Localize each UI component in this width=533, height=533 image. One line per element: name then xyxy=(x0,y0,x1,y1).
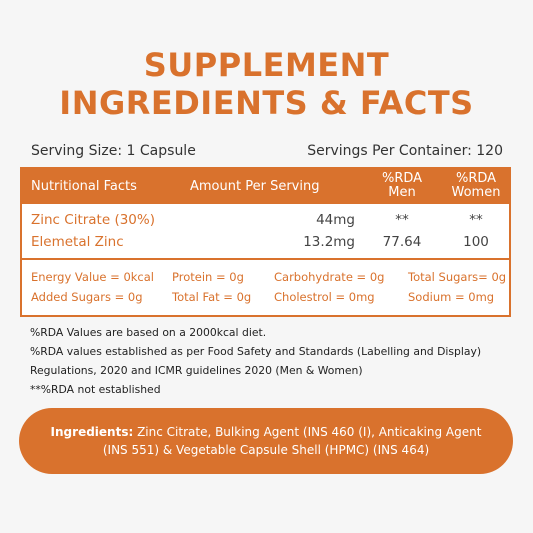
nutrient-sodium: Sodium = 0mg xyxy=(408,290,495,304)
nutrient-added-sugars: Added Sugars = 0g xyxy=(31,290,143,304)
footnote-line: %RDA Values are based on a 2000kcal diet… xyxy=(30,326,267,339)
table-row: Elemetal Zinc 13.2mg 77.64 100 xyxy=(22,234,509,254)
nutrient-carbohydrate: Carbohydrate = 0g xyxy=(274,270,385,284)
nutrient-values: Energy Value = 0kcal Protein = 0g Carboh… xyxy=(22,260,509,315)
row-name: Elemetal Zinc xyxy=(31,234,124,250)
footnote-line: Regulations, 2020 and ICMR guidelines 20… xyxy=(30,364,363,377)
ingredients-text-block: Ingredients: Zinc Citrate, Bulking Agent… xyxy=(37,423,495,459)
ingredient-rows: Zinc Citrate (30%) 44mg ** ** Elemetal Z… xyxy=(22,204,509,258)
serving-size: Serving Size: 1 Capsule xyxy=(31,143,196,159)
nutrient-total-sugars: Total Sugars= 0g xyxy=(408,270,507,284)
header-rda-women: %RDA Women xyxy=(446,172,506,200)
nutrient-total-fat: Total Fat = 0g xyxy=(172,290,252,304)
facts-table: Nutritional Facts Amount Per Serving %RD… xyxy=(20,167,511,317)
ingredients-label: Ingredients: xyxy=(50,425,134,439)
header-amount-per-serving: Amount Per Serving xyxy=(190,179,320,194)
row-name: Zinc Citrate (30%) xyxy=(31,212,155,228)
row-rda-women: 100 xyxy=(463,234,489,250)
title-line-2: INGREDIENTS & FACTS xyxy=(59,84,474,122)
footnotes: %RDA Values are based on a 2000kcal diet… xyxy=(30,323,510,399)
row-amount: 44mg xyxy=(316,212,355,228)
table-row: Zinc Citrate (30%) 44mg ** ** xyxy=(22,212,509,232)
ingredients-list: Zinc Citrate, Bulking Agent (INS 460 (I)… xyxy=(102,425,482,457)
header-rda-men: %RDA Men xyxy=(378,172,426,200)
page-title: SUPPLEMENT INGREDIENTS & FACTS xyxy=(0,46,533,122)
row-rda-women: ** xyxy=(469,212,483,228)
nutrient-protein: Protein = 0g xyxy=(172,270,244,284)
nutrient-energy: Energy Value = 0kcal xyxy=(31,270,154,284)
servings-per-container: Servings Per Container: 120 xyxy=(307,143,503,159)
footnote-line: %RDA values established as per Food Safe… xyxy=(30,345,482,358)
row-rda-men: ** xyxy=(395,212,409,228)
row-amount: 13.2mg xyxy=(303,234,355,250)
facts-table-header: Nutritional Facts Amount Per Serving %RD… xyxy=(22,169,509,204)
footnote-line: **%RDA not established xyxy=(30,383,161,396)
header-rda-men-line1: %RDA xyxy=(381,171,423,186)
header-rda-men-line2: Men xyxy=(388,185,416,200)
header-nutritional-facts: Nutritional Facts xyxy=(31,179,137,194)
ingredients-banner: Ingredients: Zinc Citrate, Bulking Agent… xyxy=(19,408,513,474)
table-divider xyxy=(22,258,509,260)
title-line-1: SUPPLEMENT xyxy=(143,46,390,84)
row-rda-men: 77.64 xyxy=(382,234,422,250)
nutrient-cholestrol: Cholestrol = 0mg xyxy=(274,290,375,304)
header-rda-women-line1: %RDA xyxy=(455,171,497,186)
serving-info: Serving Size: 1 Capsule Servings Per Con… xyxy=(31,143,503,159)
header-rda-women-line2: Women xyxy=(451,185,501,200)
